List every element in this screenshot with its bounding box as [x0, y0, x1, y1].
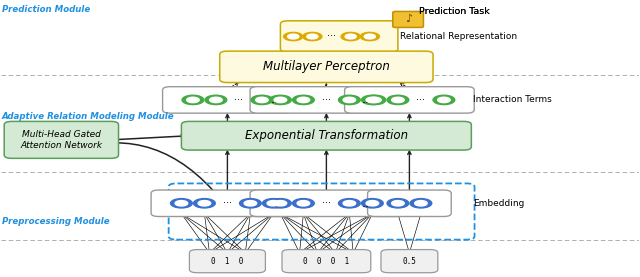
Circle shape [433, 95, 455, 105]
Text: Multilayer Perceptron: Multilayer Perceptron [263, 60, 390, 73]
FancyBboxPatch shape [151, 190, 304, 217]
Circle shape [284, 32, 303, 41]
Text: Embedding: Embedding [473, 199, 525, 208]
Text: ···: ··· [417, 95, 426, 105]
Circle shape [267, 201, 280, 206]
Circle shape [269, 95, 291, 105]
Text: ···: ··· [234, 95, 243, 105]
Text: Multi-Head Gated
Attention Network: Multi-Head Gated Attention Network [20, 130, 102, 150]
Circle shape [362, 199, 383, 208]
Circle shape [366, 201, 379, 206]
Text: 0.5: 0.5 [403, 257, 417, 266]
Circle shape [244, 201, 257, 206]
Text: ...: ... [271, 93, 283, 106]
FancyBboxPatch shape [344, 87, 474, 113]
Circle shape [343, 97, 356, 103]
Circle shape [364, 34, 376, 39]
Circle shape [175, 201, 188, 206]
Circle shape [210, 97, 222, 103]
Circle shape [171, 199, 192, 208]
Circle shape [364, 95, 386, 105]
Circle shape [205, 95, 227, 105]
FancyBboxPatch shape [280, 21, 398, 52]
Text: ♪: ♪ [404, 14, 412, 24]
Circle shape [345, 34, 356, 39]
Text: 0  0  0  1: 0 0 0 1 [303, 257, 349, 266]
Circle shape [360, 32, 380, 41]
Text: Prediction Module: Prediction Module [2, 5, 90, 14]
Circle shape [392, 97, 404, 103]
Circle shape [438, 97, 450, 103]
FancyBboxPatch shape [250, 190, 403, 217]
Text: ···: ··· [223, 198, 232, 208]
Circle shape [274, 97, 287, 103]
Circle shape [307, 34, 318, 39]
FancyBboxPatch shape [282, 250, 371, 273]
Circle shape [366, 97, 379, 103]
Text: ···: ··· [327, 32, 336, 42]
Circle shape [251, 95, 273, 105]
Circle shape [343, 201, 356, 206]
Text: Interaction Terms: Interaction Terms [473, 95, 552, 104]
FancyBboxPatch shape [4, 121, 118, 158]
FancyBboxPatch shape [220, 51, 433, 83]
Circle shape [392, 201, 404, 206]
FancyBboxPatch shape [163, 87, 292, 113]
Circle shape [182, 95, 204, 105]
Text: ...: ... [362, 93, 374, 106]
Text: 0  1  0: 0 1 0 [211, 257, 244, 266]
Circle shape [292, 95, 314, 105]
Circle shape [387, 199, 409, 208]
Text: Exponential Transformation: Exponential Transformation [245, 129, 408, 142]
Circle shape [415, 201, 427, 206]
Circle shape [239, 199, 261, 208]
Text: Adaptive Relation Modeling Module: Adaptive Relation Modeling Module [2, 112, 175, 121]
Text: ...: ... [362, 197, 374, 210]
FancyBboxPatch shape [189, 250, 266, 273]
Circle shape [362, 95, 383, 105]
Text: ...: ... [271, 197, 283, 210]
Text: Preprocessing Module: Preprocessing Module [2, 217, 109, 226]
Circle shape [287, 34, 299, 39]
Circle shape [274, 201, 287, 206]
FancyBboxPatch shape [367, 190, 451, 217]
FancyBboxPatch shape [250, 87, 403, 113]
Text: ···: ··· [322, 198, 331, 208]
Circle shape [341, 32, 360, 41]
FancyBboxPatch shape [381, 250, 438, 273]
Text: ···: ··· [322, 95, 331, 105]
Circle shape [255, 97, 268, 103]
Text: Prediction Task: Prediction Task [419, 7, 490, 16]
FancyBboxPatch shape [393, 11, 424, 27]
Circle shape [262, 199, 284, 208]
Text: Relational Representation: Relational Representation [400, 32, 517, 41]
Circle shape [297, 201, 310, 206]
Circle shape [303, 32, 322, 41]
Circle shape [198, 201, 211, 206]
Text: Prediction Task: Prediction Task [419, 7, 490, 16]
Circle shape [297, 97, 310, 103]
Circle shape [193, 199, 215, 208]
Circle shape [369, 97, 381, 103]
Circle shape [339, 199, 360, 208]
FancyBboxPatch shape [181, 121, 471, 150]
Circle shape [387, 95, 409, 105]
Circle shape [292, 199, 314, 208]
Circle shape [269, 199, 291, 208]
Circle shape [410, 199, 432, 208]
Circle shape [187, 97, 199, 103]
Circle shape [339, 95, 360, 105]
